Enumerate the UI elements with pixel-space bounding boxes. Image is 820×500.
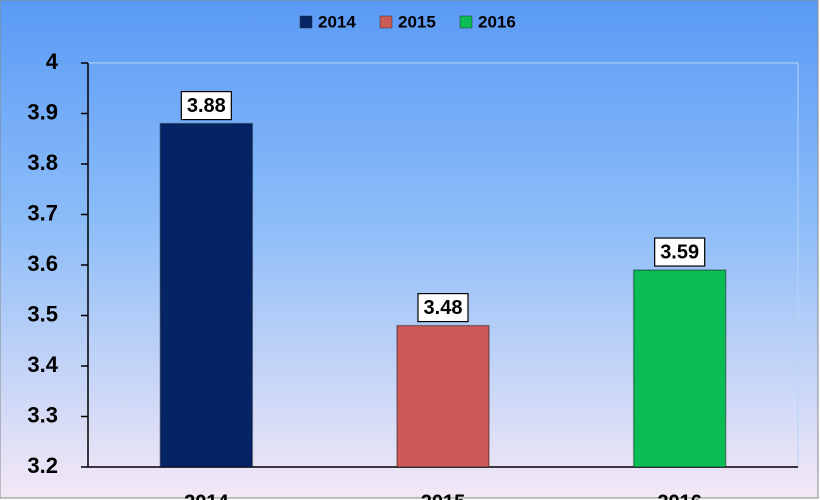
legend-label: 2014 (318, 12, 356, 31)
bar (159, 122, 254, 468)
y-tick-label: 3.6 (27, 251, 58, 276)
x-tick-label: 2016 (657, 491, 702, 500)
x-tick-label: 2014 (184, 491, 229, 500)
y-tick-label: 4 (46, 49, 59, 74)
bar (632, 269, 727, 468)
legend-marker (299, 15, 313, 29)
y-tick-label: 3.4 (27, 352, 58, 377)
legend-marker (459, 15, 473, 29)
legend-marker (379, 15, 393, 29)
y-tick-label: 3.2 (27, 453, 58, 478)
data-label: 3.48 (424, 297, 463, 319)
legend-label: 2016 (478, 12, 516, 31)
legend-label: 2015 (398, 12, 436, 31)
data-label: 3.59 (660, 241, 699, 263)
data-label-box (654, 237, 706, 267)
y-tick-label: 3.3 (27, 402, 58, 427)
y-tick-label: 3.9 (27, 99, 58, 124)
data-label: 3.88 (187, 95, 226, 117)
x-tick-label: 2015 (421, 491, 466, 500)
data-label-box (417, 293, 469, 323)
y-tick-label: 3.8 (27, 150, 58, 175)
y-tick-label: 3.5 (27, 301, 58, 326)
data-label-box (180, 90, 232, 121)
bar (396, 324, 490, 468)
y-tick-label: 3.7 (27, 200, 58, 225)
